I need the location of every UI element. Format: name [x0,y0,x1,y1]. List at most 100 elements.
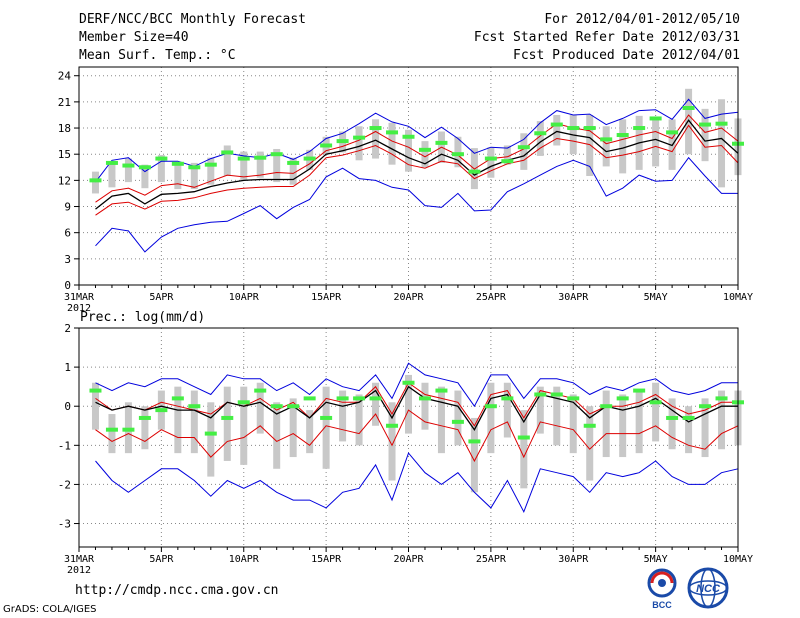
temperature-observed-marker [106,161,118,165]
temperature-observed-marker [205,163,217,167]
temperature-observed-marker [188,165,200,169]
precipitation-observed-marker [435,389,447,393]
temperature-observed-marker [683,106,695,110]
precipitation-observed-marker [221,416,233,420]
temperature-spread-box [257,152,264,178]
precipitation-observed-marker [551,392,563,396]
precipitation-panel-title: Prec.: log(mm/d) [80,310,205,325]
bcc-logo-icon: BCC [640,566,684,610]
temperature-observed-marker [89,178,101,182]
precipitation-observed-marker [485,404,497,408]
temperature-ytick-label: 12 [58,174,71,187]
temperature-observed-marker [666,130,678,134]
temperature-xtick-label: 10APR [229,292,260,303]
precipitation-spread-box [224,387,231,461]
precipitation-observed-marker [584,424,596,428]
precipitation-observed-marker [89,389,101,393]
precipitation-xtick-label: 25APR [476,554,507,565]
precipitation-observed-marker [122,428,134,432]
precipitation-observed-marker [617,396,629,400]
precipitation-observed-marker [633,389,645,393]
precipitation-xtick-label: 5MAY [644,554,668,565]
temperature-observed-marker [304,157,316,161]
precipitation-observed-marker [353,396,365,400]
temperature-ytick-label: 24 [58,70,72,83]
precipitation-observed-marker [534,392,546,396]
precipitation-spread-box [603,391,610,457]
precipitation-observed-marker [452,420,464,424]
temperature-observed-marker [386,130,398,134]
temperature-xtick-label: 5APR [149,292,174,303]
precipitation-observed-marker [699,404,711,408]
temperature-xtick-label: 30APR [558,292,589,303]
precipitation-observed-marker [254,389,266,393]
precipitation-ytick-label: -2 [58,478,71,491]
temperature-observed-marker [403,135,415,139]
temperature-observed-marker [419,148,431,152]
precipitation-observed-marker [600,404,612,408]
precipitation-spread-box [240,387,247,465]
temperature-observed-marker [435,141,447,145]
temperature-observed-marker [452,152,464,156]
precipitation-spread-box [619,394,626,457]
precipitation-spread-box [438,387,445,453]
precipitation-xtick-label: 20APR [393,554,424,565]
temperature-observed-marker [221,150,233,154]
temperature-spread-box [487,147,494,178]
precipitation-observed-marker [172,396,184,400]
precipitation-observed-marker [320,416,332,420]
precipitation-observed-marker [287,404,299,408]
temperature-observed-marker [501,159,513,163]
temperature-spread-box [537,121,544,156]
temperature-spread-box [174,163,181,189]
temperature-ytick-label: 3 [64,253,71,266]
precipitation-observed-marker [666,416,678,420]
precipitation-spread-box [141,406,148,449]
precipitation-year-label: 2012 [67,565,91,576]
precipitation-ytick-label: 1 [64,361,71,374]
precipitation-xtick-label: 10MAY [723,554,753,565]
temperature-ytick-label: 15 [58,148,71,161]
temperature-observed-marker [633,126,645,130]
temperature-observed-marker [172,162,184,166]
temperature-ytick-label: 18 [58,122,71,135]
precipitation-spread-box [108,414,115,453]
precipitation-observed-marker [205,432,217,436]
ncc-logo-icon: NCC [686,566,730,610]
precipitation-observed-marker [567,396,579,400]
temperature-observed-marker [254,156,266,160]
precipitation-spread-box [487,383,494,453]
precipitation-ytick-label: 0 [64,400,71,413]
precipitation-observed-marker [683,416,695,420]
precipitation-observed-marker [238,400,250,404]
temperature-observed-marker [238,157,250,161]
precipitation-ytick-label: 2 [64,322,71,335]
precipitation-observed-marker [106,428,118,432]
precipitation-observed-marker [419,396,431,400]
temperature-observed-marker [567,126,579,130]
temperature-observed-marker [320,143,332,147]
temperature-observed-marker [551,123,563,127]
precipitation-observed-marker [386,424,398,428]
temperature-spread-box [372,119,379,158]
temperature-spread-box [652,118,659,167]
temperature-ytick-label: 6 [64,227,71,240]
precipitation-observed-marker [518,436,530,440]
temperature-spread-box [619,119,626,173]
temperature-observed-marker [534,131,546,135]
temperature-xtick-label: 15APR [311,292,342,303]
temperature-spread-box [389,123,396,165]
temperature-observed-marker [485,157,497,161]
temperature-observed-marker [139,165,151,169]
temperature-spread-box [702,109,709,161]
temperature-observed-marker [468,170,480,174]
temperature-ytick-label: 0 [64,279,71,292]
temperature-xtick-label: 10MAY [723,292,753,303]
precipitation-xtick-label: 15APR [311,554,342,565]
temperature-observed-marker [699,123,711,127]
temperature-observed-marker [353,136,365,140]
precipitation-xtick-label: 30APR [558,554,589,565]
temperature-ytick-label: 9 [64,201,71,214]
precipitation-observed-marker [337,396,349,400]
forecast-chart: 0369121518212431MAR 5APR 10APR 15APR 20APR 25… [0,0,800,618]
